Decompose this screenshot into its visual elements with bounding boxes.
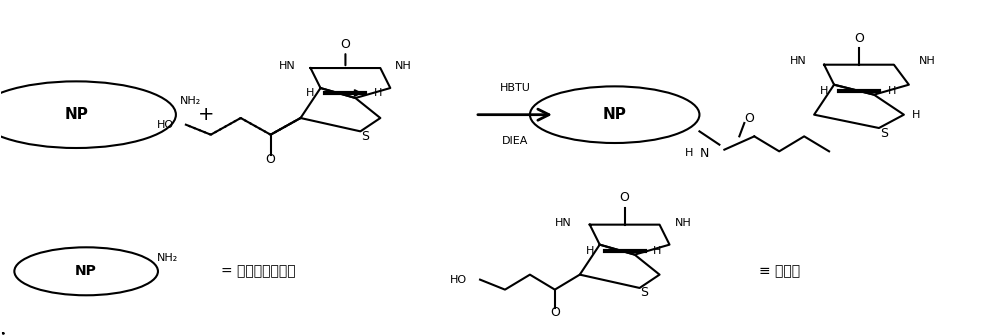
Text: H: H [586,246,594,256]
Text: +: + [198,105,214,124]
Text: S: S [361,130,369,143]
Text: HO: HO [450,275,467,285]
Text: = 氨基化纳米颗粒: = 氨基化纳米颗粒 [221,264,295,278]
Text: HO: HO [157,120,174,130]
Text: S: S [880,127,888,139]
Text: NH: NH [395,61,412,71]
Text: H: H [374,88,383,98]
Text: HBTU: HBTU [500,83,530,93]
Text: DIEA: DIEA [502,136,528,146]
Text: NH: NH [675,218,691,228]
Text: NH₂: NH₂ [180,96,201,107]
Text: NH: NH [919,56,936,67]
Text: O: O [620,192,630,205]
Text: NP: NP [64,107,88,122]
Text: O: O [854,32,864,45]
Text: O: O [550,306,560,320]
Text: NP: NP [75,264,97,278]
Text: HN: HN [279,61,296,71]
Text: H: H [912,110,920,120]
Text: NP: NP [603,107,627,122]
Text: HN: HN [789,56,806,67]
Text: NH₂: NH₂ [157,253,179,263]
Text: H: H [306,88,315,98]
Text: H: H [685,148,694,158]
Text: O: O [266,153,276,166]
Text: O: O [744,112,754,125]
Text: O: O [340,38,350,51]
Text: H: H [820,86,828,96]
Text: N: N [700,146,709,160]
Text: H: H [653,246,662,256]
Text: ≡ 生物素: ≡ 生物素 [759,264,800,278]
Text: S: S [641,287,649,299]
Text: H: H [888,86,896,96]
Text: HN: HN [555,218,572,228]
